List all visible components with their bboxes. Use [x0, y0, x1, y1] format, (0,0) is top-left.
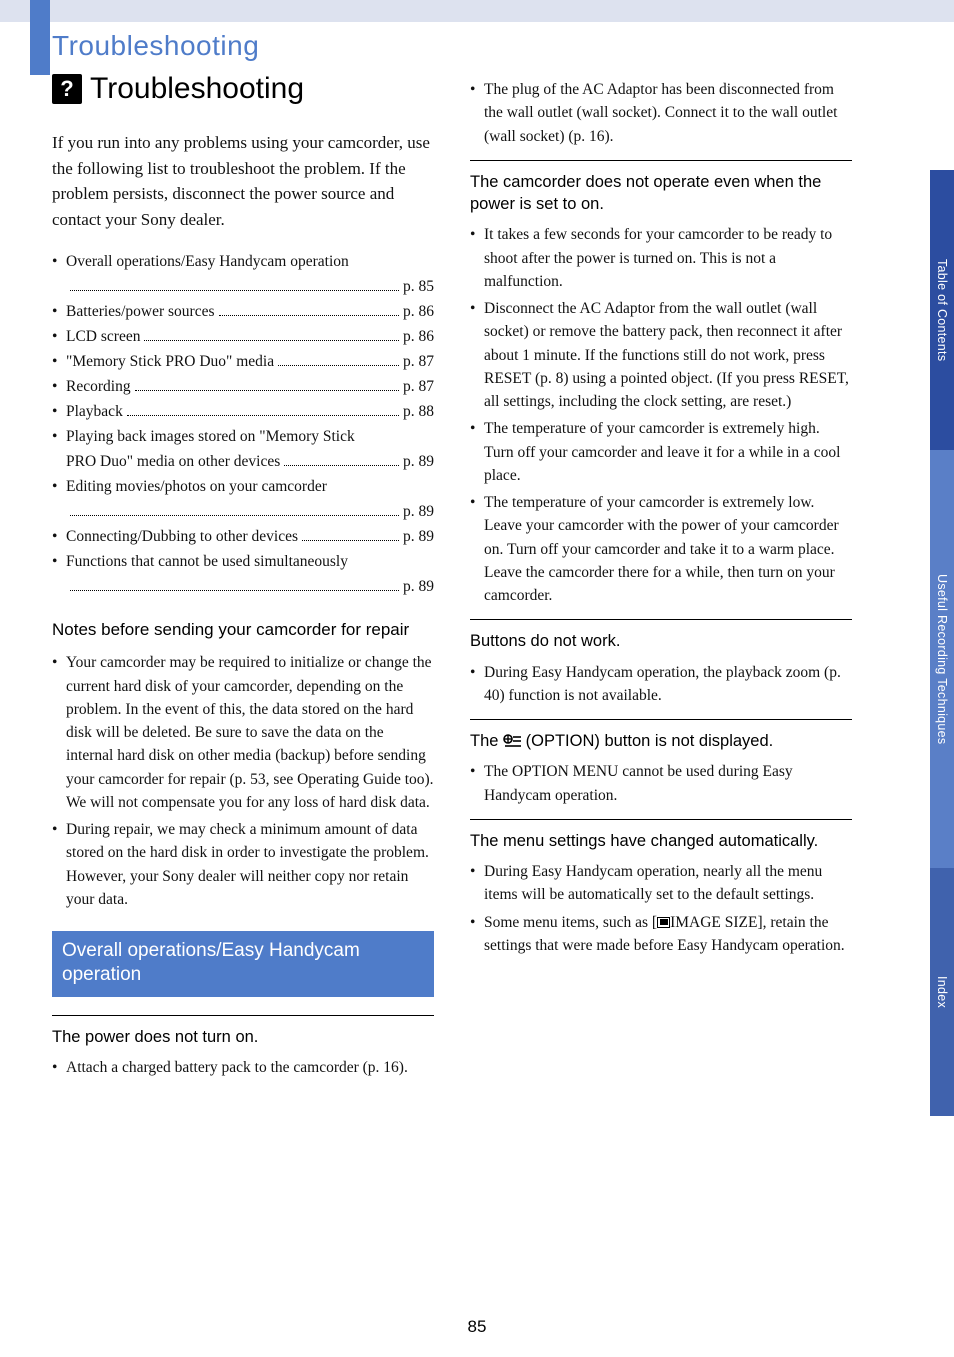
toc-row[interactable]: •Recordingp. 87 — [52, 375, 434, 399]
side-tab[interactable]: Table of Contents — [930, 170, 954, 450]
symptom-heading: The camcorder does not operate even when… — [470, 171, 852, 216]
toc-row[interactable]: •LCD screenp. 86 — [52, 325, 434, 349]
image-size-icon — [657, 917, 670, 928]
list-item: The temperature of your camcorder is ext… — [470, 417, 852, 487]
symptom-list: The OPTION MENU cannot be used during Ea… — [470, 760, 852, 807]
symptom-list: The plug of the AC Adaptor has been disc… — [470, 78, 852, 148]
toc-list: •Overall operations/Easy Handycam operat… — [52, 250, 434, 599]
symptom-heading: The menu settings have changed automatic… — [470, 830, 852, 852]
divider — [470, 719, 852, 720]
notes-heading: Notes before sending your camcorder for … — [52, 619, 434, 641]
side-tab[interactable]: Useful Recording Techniques — [930, 450, 954, 868]
section-banner: Overall operations/Easy Handycam operati… — [52, 931, 434, 997]
toc-row[interactable]: •Batteries/power sources p. 86 — [52, 300, 434, 324]
divider — [470, 819, 852, 820]
page-number: 85 — [0, 1317, 954, 1337]
list-item: During Easy Handycam operation, nearly a… — [470, 860, 852, 907]
toc-row[interactable]: •"Memory Stick PRO Duo" mediap. 87 — [52, 350, 434, 374]
notes-list: Your camcorder may be required to initia… — [52, 651, 434, 911]
header-tab — [30, 0, 50, 75]
symptom-heading: Buttons do not work. — [470, 630, 852, 652]
list-item: Disconnect the AC Adaptor from the wall … — [470, 297, 852, 413]
chapter-title: Troubleshooting — [52, 30, 852, 62]
intro-text: If you run into any problems using your … — [52, 130, 434, 232]
list-item: The temperature of your camcorder is ext… — [470, 491, 852, 607]
list-item: The plug of the AC Adaptor has been disc… — [470, 78, 852, 148]
toc-row[interactable]: PRO Duo" media on other devicesp. 89 — [52, 450, 434, 474]
toc-row[interactable]: •Playbackp. 88 — [52, 400, 434, 424]
content-columns: ? Troubleshooting If you run into any pr… — [52, 72, 852, 1083]
toc-row[interactable]: •Functions that cannot be used simultane… — [52, 550, 434, 574]
right-column: The plug of the AC Adaptor has been disc… — [470, 72, 852, 1083]
divider — [470, 619, 852, 620]
side-tabs: Table of ContentsUseful Recording Techni… — [930, 170, 954, 1116]
sym4-suffix: (OPTION) button is not displayed. — [521, 732, 773, 750]
divider — [470, 160, 852, 161]
symptom-list: Attach a charged battery pack to the cam… — [52, 1056, 434, 1079]
symptom-list: It takes a few seconds for your camcorde… — [470, 223, 852, 607]
text-run: Some menu items, such as [ — [484, 914, 657, 931]
symptom-heading: The (OPTION) button is not displayed. — [470, 730, 852, 752]
page-title: ? Troubleshooting — [52, 72, 434, 106]
toc-row[interactable]: •Playing back images stored on "Memory S… — [52, 425, 434, 449]
toc-row[interactable]: p. 85 — [52, 275, 434, 299]
toc-row[interactable]: p. 89 — [52, 575, 434, 599]
symptom-heading: The power does not turn on. — [52, 1026, 434, 1048]
option-icon — [503, 734, 521, 748]
list-item: The OPTION MENU cannot be used during Ea… — [470, 760, 852, 807]
side-tab[interactable]: Index — [930, 868, 954, 1116]
page-body: Troubleshooting ? Troubleshooting If you… — [52, 30, 852, 1083]
toc-row[interactable]: •Connecting/Dubbing to other devicesp. 8… — [52, 525, 434, 549]
list-item: Attach a charged battery pack to the cam… — [52, 1056, 434, 1079]
list-item: Your camcorder may be required to initia… — [52, 651, 434, 814]
h1-text: Troubleshooting — [90, 72, 304, 106]
list-item: During repair, we may check a minimum am… — [52, 818, 434, 911]
sym4-prefix: The — [470, 732, 503, 750]
left-column: ? Troubleshooting If you run into any pr… — [52, 72, 434, 1083]
toc-row[interactable]: •Overall operations/Easy Handycam operat… — [52, 250, 434, 274]
toc-row[interactable]: p. 89 — [52, 500, 434, 524]
divider — [52, 1015, 434, 1016]
list-item: Some menu items, such as [IMAGE SIZE], r… — [470, 911, 852, 958]
toc-row[interactable]: •Editing movies/photos on your camcorder — [52, 475, 434, 499]
symptom-list: During Easy Handycam operation, the play… — [470, 661, 852, 708]
question-icon: ? — [52, 74, 82, 104]
list-item: During Easy Handycam operation, the play… — [470, 661, 852, 708]
list-item: It takes a few seconds for your camcorde… — [470, 223, 852, 293]
symptom-list: During Easy Handycam operation, nearly a… — [470, 860, 852, 957]
header-band — [0, 0, 954, 22]
